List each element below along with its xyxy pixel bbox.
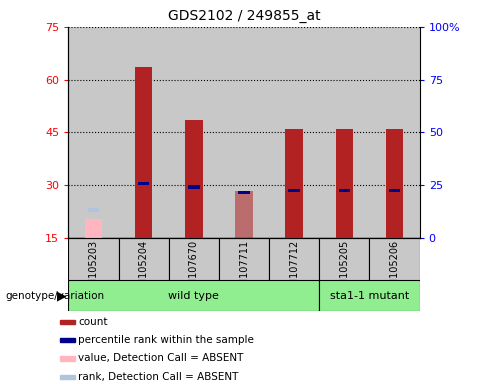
Bar [269,238,319,280]
Bar [219,27,269,238]
Text: count: count [78,317,107,327]
Bar [169,27,219,238]
Bar [319,280,420,311]
Bar [84,219,102,238]
Bar [135,67,152,238]
Bar [88,209,99,212]
Bar [319,238,369,280]
Text: GSM107670: GSM107670 [189,240,199,299]
Bar [68,280,319,311]
Bar [119,238,169,280]
Bar [119,27,169,238]
Bar [238,191,250,194]
Bar [235,190,253,238]
Bar [369,238,420,280]
Bar [389,189,400,192]
Bar [185,120,203,238]
Text: genotype/variation: genotype/variation [5,291,104,301]
Bar [60,356,75,361]
Text: GSM105204: GSM105204 [139,240,149,299]
Text: value, Detection Call = ABSENT: value, Detection Call = ABSENT [78,353,244,364]
Text: GSM105205: GSM105205 [339,240,349,300]
Text: rank, Detection Call = ABSENT: rank, Detection Call = ABSENT [78,372,238,382]
Bar [60,374,75,379]
Bar [68,27,119,238]
Text: GSM107711: GSM107711 [239,240,249,299]
Bar [369,27,420,238]
Bar [188,185,200,189]
Bar [60,320,75,324]
Text: sta1-1 mutant: sta1-1 mutant [330,291,409,301]
Bar [68,238,119,280]
Bar [319,27,369,238]
Text: GSM107712: GSM107712 [289,240,299,300]
Title: GDS2102 / 249855_at: GDS2102 / 249855_at [168,9,320,23]
Text: percentile rank within the sample: percentile rank within the sample [78,335,254,345]
Bar [285,129,303,238]
Text: GSM105203: GSM105203 [88,240,99,299]
Text: wild type: wild type [168,291,219,301]
Text: GSM105206: GSM105206 [389,240,400,299]
Bar [60,338,75,343]
Bar [138,182,149,185]
Bar [386,129,404,238]
Bar [336,129,353,238]
Bar [169,238,219,280]
Bar [288,189,300,192]
Text: ▶: ▶ [57,289,67,302]
Bar [269,27,319,238]
Bar [339,189,350,192]
Bar [219,238,269,280]
